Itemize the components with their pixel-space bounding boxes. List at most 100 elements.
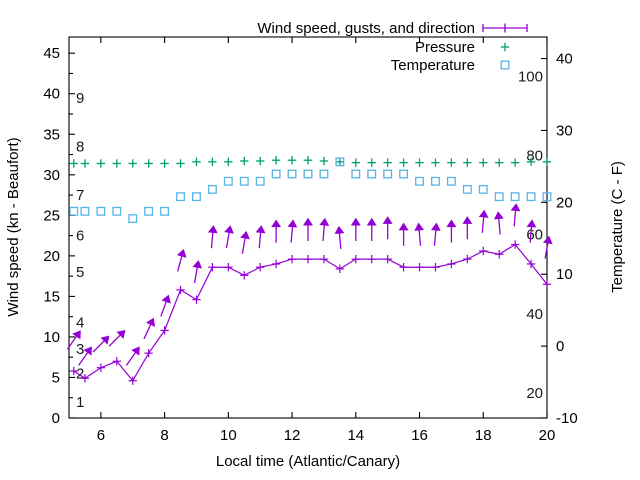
series-temperature xyxy=(69,157,552,224)
temperature-point xyxy=(478,184,488,194)
temperature-point xyxy=(319,169,329,179)
pressure-point xyxy=(192,157,201,167)
y-tick-label: 30 xyxy=(43,167,60,184)
fahrenheit-label: 100 xyxy=(518,69,543,86)
temperature-point xyxy=(80,206,90,216)
fahrenheit-label: 40 xyxy=(526,306,543,323)
legend-marker xyxy=(482,23,528,33)
wind-direction-arrow xyxy=(125,346,140,366)
temperature-point xyxy=(462,184,472,194)
arrow-head-icon xyxy=(526,219,537,228)
pressure-point xyxy=(240,156,249,166)
x-axis-label: Local time (Atlantic/Canary) xyxy=(216,453,400,470)
pressure-point xyxy=(160,159,169,168)
beaufort-label: 8 xyxy=(76,138,84,155)
arrow-head-icon xyxy=(478,209,489,218)
x-tick-label: 16 xyxy=(411,427,428,444)
y2-tick-label: 10 xyxy=(556,266,573,283)
temperature-point xyxy=(192,192,201,202)
arrow-head-icon xyxy=(430,222,441,231)
beaufort-label: 9 xyxy=(76,90,84,107)
temperature-point xyxy=(367,169,377,179)
pressure-point xyxy=(144,159,153,168)
x-tick-label: 14 xyxy=(347,427,364,444)
wind-point xyxy=(479,246,488,256)
x-axis-ticks: 6 8 10 12 14 16 18 20 xyxy=(97,37,555,444)
legend-square-icon xyxy=(500,60,510,70)
wind-direction-arrow xyxy=(78,346,92,366)
legend-marker xyxy=(500,60,510,70)
pressure-point xyxy=(256,156,265,166)
wind-point xyxy=(367,254,376,264)
series-pressure xyxy=(69,156,552,168)
wind-point xyxy=(495,250,504,259)
pressure-point xyxy=(351,158,360,167)
beaufort-label: 6 xyxy=(76,228,84,245)
wind-point xyxy=(399,263,408,272)
wind-point xyxy=(542,280,552,289)
pressure-point xyxy=(479,158,488,167)
temperature-point xyxy=(255,176,265,186)
temperature-point xyxy=(303,169,313,179)
series-wind-speed xyxy=(69,240,552,385)
fahrenheit-label: 60 xyxy=(526,227,543,244)
wind-point xyxy=(303,254,313,264)
wind-point xyxy=(383,254,392,264)
arrow-head-icon xyxy=(287,219,298,228)
pressure-point xyxy=(447,158,456,167)
arrow-head-icon xyxy=(462,216,473,224)
temperature-point xyxy=(239,176,249,186)
legend-marker xyxy=(500,42,510,52)
temperature-point xyxy=(446,176,456,186)
temperature-point xyxy=(207,184,217,194)
wind-direction-arrow xyxy=(366,217,377,241)
wind-direction-arrow xyxy=(493,211,504,235)
temperature-point xyxy=(96,206,106,216)
arrow-head-icon xyxy=(131,346,140,356)
wind-direction-arrow xyxy=(446,219,457,243)
beaufort-label: 2 xyxy=(76,365,84,382)
arrow-head-icon xyxy=(414,222,425,231)
pressure-point xyxy=(335,157,345,167)
temperature-point xyxy=(287,169,297,179)
wind-direction-arrow xyxy=(192,260,203,284)
wind-direction-arrow xyxy=(240,230,250,254)
pressure-point xyxy=(176,159,185,168)
pressure-point xyxy=(542,157,552,167)
wind-point xyxy=(69,366,78,376)
y-tick-label: 5 xyxy=(52,369,60,386)
y-axis-ticks: 0 5 10 15 20 25 30 35 40 45 xyxy=(43,45,75,427)
legend: Wind speed, gusts, and direction Pressure… xyxy=(257,20,528,74)
arrow-head-icon xyxy=(255,225,266,234)
x-tick-label: 6 xyxy=(97,427,105,444)
wind-point xyxy=(319,254,329,264)
wind-point xyxy=(160,326,169,335)
wind-direction-arrow xyxy=(207,225,218,249)
y-tick-label: 40 xyxy=(43,86,60,103)
pressure-point xyxy=(96,159,106,168)
y2-tick-label: 0 xyxy=(556,338,564,355)
temperature-point xyxy=(160,206,170,216)
wind-point xyxy=(240,271,249,280)
temperature-point xyxy=(383,169,393,179)
arrow-head-icon xyxy=(510,203,521,212)
wind-point xyxy=(256,263,265,272)
temperature-point xyxy=(431,176,440,186)
pressure-point xyxy=(431,158,440,167)
wind-direction-arrow xyxy=(160,294,171,317)
temperature-point xyxy=(351,169,361,179)
wind-direction-arrow xyxy=(382,216,393,240)
pressure-point xyxy=(303,156,313,165)
y2-tick-label: 20 xyxy=(556,194,573,211)
wind-point xyxy=(415,263,424,272)
wind-point xyxy=(96,363,106,372)
pressure-point xyxy=(112,159,121,168)
wind-direction-arrow xyxy=(143,317,155,340)
wind-point xyxy=(287,254,297,264)
y-axis-label: Wind speed (kn - Beaufort) xyxy=(5,137,22,316)
pressure-point xyxy=(383,158,392,167)
temperature-point xyxy=(176,192,185,202)
y-tick-label: 35 xyxy=(43,126,60,143)
arrow-head-icon xyxy=(493,211,504,220)
y-tick-label: 10 xyxy=(43,329,60,346)
